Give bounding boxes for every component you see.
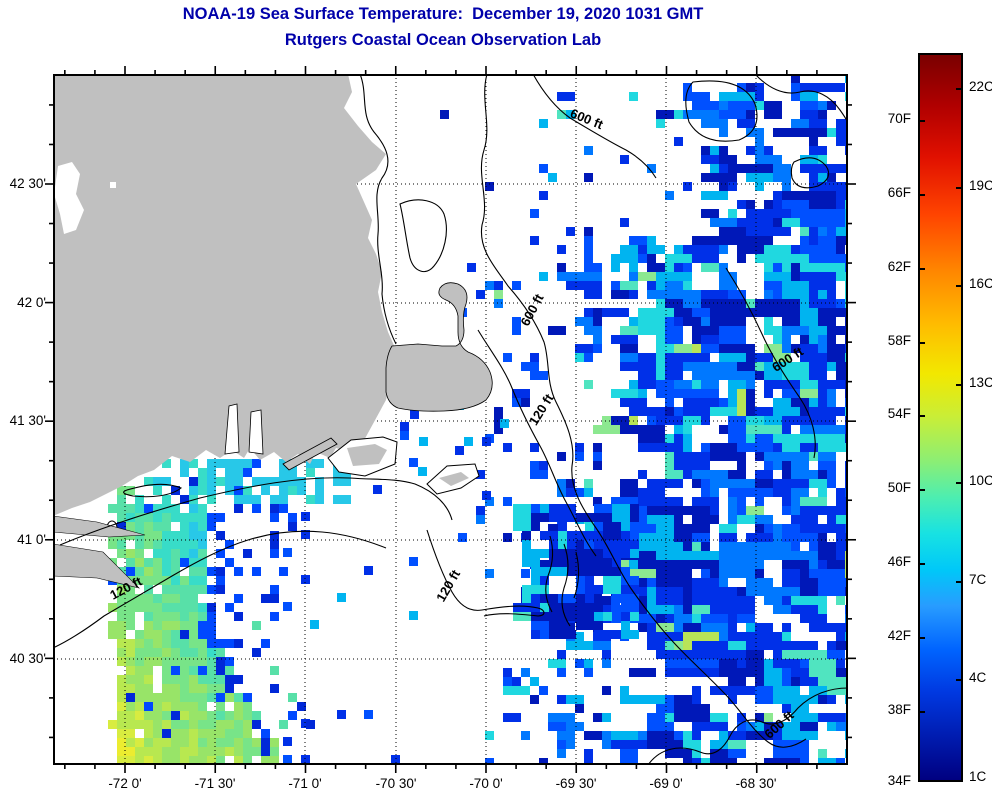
contour-coastal [359,73,397,345]
x-tick-label: -70 30' [375,776,417,791]
contour-label: 600 ft [517,291,547,329]
colorbar-celsius-label: 7C [969,572,987,587]
colorbar-celsius-label: 19C [969,178,992,193]
nantucket-interior [439,472,469,486]
colorbar-tick-f [920,711,925,713]
bathymetry-contour-layer [52,73,849,766]
colorbar-fahrenheit-label: 42F [887,628,911,643]
y-tick-label: 40 30' [9,651,46,666]
elizabeth-islands [282,437,338,471]
colorbar-tick-c [956,679,961,681]
colorbar-tick-c [956,482,961,484]
colorbar-fahrenheit-label: 66F [887,185,911,200]
x-tick-label: -69 0' [649,776,683,791]
colorbar-tick-f [920,268,925,270]
colorbar-tick-f [920,194,925,196]
colorbar-tick-f [920,342,925,344]
x-tick-label: -72 0' [108,776,142,791]
contour-600ft-bottom [647,687,849,766]
colorbar-tick-c [956,581,961,583]
contour-120ft-cape-east [477,329,597,557]
colorbar-celsius-label: 10C [969,473,992,488]
colorbar-celsius-label: 1C [969,769,987,784]
narragansett-bay [224,403,240,455]
colorbar [918,53,963,782]
contour-shelf-loop [123,483,183,498]
land-layer [52,74,493,589]
x-tick-label: -71 0' [288,776,322,791]
colorbar-fahrenheit-label: 58F [887,333,911,348]
colorbar-tick-c [956,187,961,189]
marthas-vineyard-interior [347,444,387,466]
colorbar-fahrenheit-label: 46F [887,554,911,569]
colorbar-fahrenheit-label: 70F [887,111,911,126]
contour-ne-corner [754,73,849,125]
colorbar-fahrenheit-label: 38F [887,702,911,717]
contour-ne-loop-1 [685,80,758,142]
colorbar-fahrenheit-label: 54F [887,406,911,421]
colorbar-tick-c [956,384,961,386]
contour-120ft-nantucket-south [426,529,545,617]
lake-small [110,182,116,188]
contour-120ft-long-island [52,530,387,649]
y-tick-label: 42 30' [9,176,46,191]
colorbar-celsius-label: 13C [969,375,992,390]
figure-subtitle: Rutgers Coastal Ocean Observation Lab [284,31,602,49]
lake [54,162,84,234]
contour-600ft-main [480,73,807,748]
contour-600ft-north [532,73,657,179]
colorbar-fahrenheit-label: 50F [887,480,911,495]
colorbar-tick-f [920,489,925,491]
land-cape-cod [385,282,493,412]
narragansett-bay-east [248,409,264,455]
x-tick-label: -71 30' [194,776,236,791]
colorbar-tick-f [920,120,925,122]
colorbar-fahrenheit-label: 34F [887,773,911,788]
y-tick-label: 41 0' [17,532,46,547]
x-tick-label: -69 30' [555,776,597,791]
contour-ne-loop-2 [790,157,830,189]
contour-shoal-squiggle-3 [573,551,580,599]
figure-title: NOAA-19 Sea Surface Temperature: Decembe… [182,5,704,23]
map-frame [53,74,848,765]
colorbar-tick-c [956,88,961,90]
contour-shoal-squiggle-2 [561,543,571,627]
contour-120ft-shelf [59,477,453,546]
contour-label: 120 ft [433,567,463,604]
contour-600ft-east [725,267,816,459]
land-mainland [53,74,396,516]
y-tick-label: 42 0' [17,295,46,310]
contour-shoal-squiggle-1 [545,535,554,613]
colorbar-fahrenheit-label: 62F [887,259,911,274]
x-tick-label: -68 30' [735,776,777,791]
colorbar-tick-f [920,563,925,565]
colorbar-celsius-label: 16C [969,276,992,291]
contour-stellwagen-bank [399,199,447,273]
colorbar-celsius-label: 22C [969,79,992,94]
colorbar-tick-c [956,285,961,287]
x-tick-label: -70 0' [469,776,503,791]
map-plot-area: 600 ft 600 ft 120 ft 120 ft 120 ft 600 ft 600 … [52,73,854,767]
contour-label: 120 ft [526,391,557,428]
colorbar-tick-f [920,637,925,639]
colorbar-celsius-label: 4C [969,670,987,685]
y-tick-label: 41 30' [9,413,46,428]
colorbar-tick-f [920,415,925,417]
